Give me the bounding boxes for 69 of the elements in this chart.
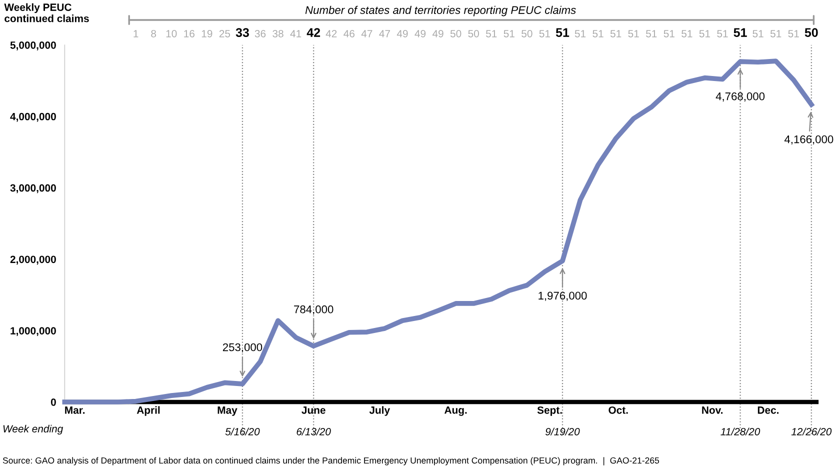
y-tick-label: 3,000,000 [10,184,56,194]
x2-tick-label: 47 [361,30,372,38]
source-note: Source: GAO analysis of Department of Labor data on continued claims under the Pandemic Emergency Unemployment Compensation (PEUC) program. | GAO-21-265 [2,457,660,466]
x2-axis-title: Number of states and territories reporting PEUC claims [305,6,576,16]
x2-tick-label: 51 [717,30,728,38]
y-tick-label: 4,000,000 [10,112,56,122]
x-tick-label: Nov. [702,406,723,414]
x2-tick-label: 51 [646,30,657,38]
x2-tick-label: 8 [151,30,156,38]
annotation: 4,768,000 [716,92,765,102]
x-tick-label: May [218,406,238,416]
x2-tick-label: 38 [272,30,284,38]
x2-tick-label: 49 [432,30,444,38]
x-tick-label: June [302,406,326,414]
y-tick-label: 2,000,000 [10,256,56,265]
x2-tick-label: 49 [414,30,426,38]
x2-tick-label: 36 [254,30,266,38]
x2-tick-label: 50 [468,30,479,38]
x2-tick-label: 51 [628,30,639,38]
x-tick-label: April [136,406,160,416]
x2-tick-label: 51 [504,30,514,38]
x2-tick-label: 51 [699,30,710,38]
x2-tick-label: 51 [556,28,570,37]
y-tick-label: 1,000,000 [10,327,56,336]
text: Week ending [3,424,64,435]
x2-tick-label: 42 [306,28,320,37]
x-tick-label: Dec. [758,406,779,414]
x-tick-label: Oct. [608,406,628,414]
x2-tick-label: 51 [539,30,550,38]
x-tick-label: Aug. [444,406,467,416]
x2-tick-label: 41 [290,30,302,38]
ref-line-label: 11/28/20 [720,428,760,436]
ref-line-label: 5/16/20 [225,428,260,436]
annotation: 1,976,000 [538,292,587,301]
x2-tick-label: 51 [486,30,497,38]
x2-tick-label: 19 [202,30,212,38]
x2-tick-label: 49 [396,30,408,38]
ref-line-label: 9/19/20 [545,428,580,436]
y-tick-label: 0 [50,398,56,406]
x2-tick-label: 51 [734,28,747,37]
x2-tick-label: 51 [592,30,604,38]
x2-tick-label: 10 [166,30,177,38]
x2-tick-label: 51 [664,30,674,38]
x-tick-label: July [369,406,390,416]
x2-tick-label: 51 [788,30,799,38]
x2-tick-label: 50 [522,30,532,38]
x2-tick-label: 1 [134,30,138,38]
x-tick-label: Mar. [65,406,85,414]
x2-tick-label: 47 [379,30,390,38]
y-axis-title: Weekly PEUC continued claims [4,3,89,22]
x2-tick-label: 46 [344,30,354,38]
x2-tick-label: 51 [574,30,586,38]
x2-tick-label: 51 [752,30,764,38]
annotation: 4,166,000 [784,135,834,145]
x2-tick-label: 51 [610,30,622,38]
x-tick-label: Sept. [537,406,562,416]
x2-tick-label: 50 [804,28,818,37]
x2-tick-label: 25 [219,30,230,38]
x2-tick-label: 50 [450,30,462,38]
annotation: 253,000 [222,343,262,352]
y-tick-label: 5,000,000 [10,41,56,50]
x2-tick-label: 33 [236,28,249,37]
ref-line-label: 6/13/20 [296,428,331,436]
x2-tick-label: 51 [770,30,782,38]
ref-line-label: 12/26/20 [791,428,832,436]
x2-tick-label: 42 [326,30,337,38]
x2-tick-label: 51 [682,30,692,38]
annotation: 784,000 [294,305,334,315]
x2-tick-label: 16 [184,30,194,38]
